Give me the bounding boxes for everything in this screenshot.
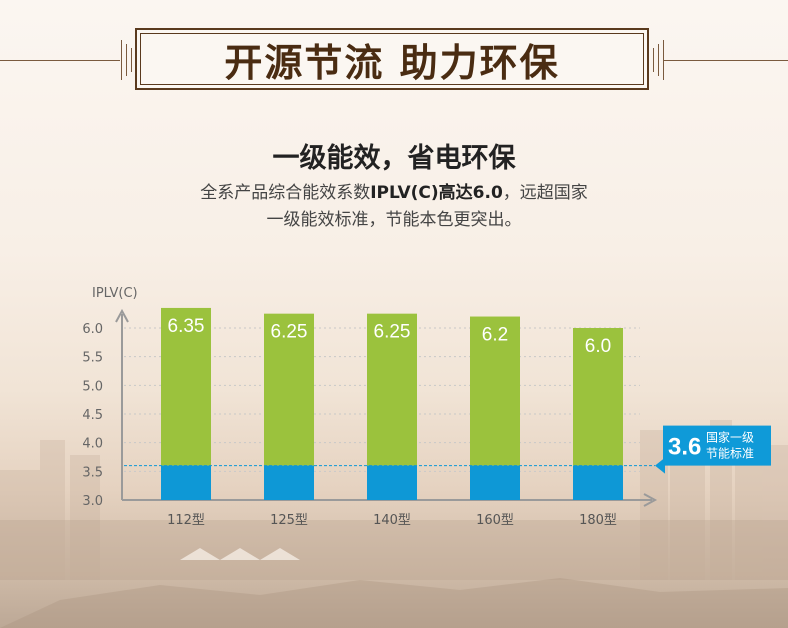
bar-value-label: 6.2 bbox=[482, 325, 508, 346]
bar-green-segment bbox=[573, 328, 623, 466]
bar-blue-segment bbox=[367, 465, 417, 500]
reference-badge-pointer bbox=[655, 457, 665, 474]
banner-left-bar bbox=[126, 44, 127, 76]
banner-left-bar bbox=[121, 40, 122, 80]
bar-blue-segment bbox=[573, 465, 623, 500]
bar-blue-segment bbox=[161, 465, 211, 500]
y-tick-label: 5.5 bbox=[82, 351, 103, 366]
description-line-2: 一级能效标准，节能本色更突出。 bbox=[266, 210, 522, 230]
description-line-1: 全系产品综合能效系数IPLV(C)高达6.0，远超国家 bbox=[0, 178, 788, 203]
y-axis-label: IPLV(C) bbox=[92, 286, 138, 301]
banner-left-bar bbox=[131, 48, 132, 72]
x-tick-label: 140型 bbox=[373, 513, 411, 528]
y-tick-label: 4.0 bbox=[82, 437, 103, 452]
description-highlight: IPLV(C)高达6.0 bbox=[370, 183, 503, 203]
reference-value-label: 3.6 bbox=[668, 434, 701, 461]
banner-right-bar bbox=[653, 48, 654, 72]
page-title: 开源节流 助力环保 bbox=[224, 40, 560, 85]
y-tick-label: 6.0 bbox=[82, 322, 103, 337]
bar-blue-segment bbox=[264, 465, 314, 500]
y-tick-label: 5.0 bbox=[82, 379, 103, 394]
bar-value-label: 6.35 bbox=[168, 316, 205, 337]
x-tick-label: 160型 bbox=[476, 513, 514, 528]
y-axis-arrow-icon bbox=[115, 308, 129, 323]
reference-label-line-1: 国家一级 bbox=[706, 430, 754, 445]
bar-value-label: 6.25 bbox=[374, 322, 411, 343]
bar-blue-segment bbox=[470, 465, 520, 500]
bar-value-label: 6.0 bbox=[585, 336, 611, 357]
description-part-c: ，远超国家 bbox=[502, 183, 588, 203]
x-tick-label: 125型 bbox=[270, 513, 308, 528]
y-tick-label: 3.0 bbox=[82, 494, 103, 509]
bar-green-segment bbox=[161, 307, 211, 466]
bar-value-label: 6.25 bbox=[271, 322, 308, 343]
banner-right-bar bbox=[663, 40, 664, 80]
y-tick-label: 3.5 bbox=[82, 465, 103, 480]
x-tick-label: 112型 bbox=[167, 513, 205, 528]
x-axis-arrow-icon bbox=[643, 493, 658, 507]
banner-right-line bbox=[664, 60, 788, 61]
bar-green-segment bbox=[264, 313, 314, 466]
bar-green-segment bbox=[470, 316, 520, 466]
y-tick-label: 4.5 bbox=[82, 408, 103, 423]
reference-badge bbox=[663, 425, 771, 466]
title-banner: 开源节流 助力环保 bbox=[135, 28, 649, 90]
x-tick-label: 180型 bbox=[579, 513, 617, 528]
bar-green-segment bbox=[367, 313, 417, 466]
banner-right-bar bbox=[658, 44, 659, 76]
banner-left-line bbox=[0, 60, 120, 61]
description-part-a: 全系产品综合能效系数 bbox=[200, 183, 371, 203]
reference-label-line-2: 节能标准 bbox=[706, 447, 754, 461]
section-heading: 一级能效，省电环保 bbox=[272, 143, 516, 174]
